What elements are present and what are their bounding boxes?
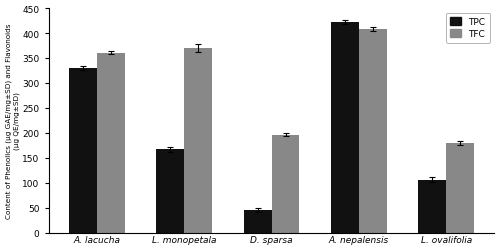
Bar <box>156 150 184 233</box>
Bar <box>97 54 125 233</box>
Legend: TPC, TFC: TPC, TFC <box>446 14 490 44</box>
Bar <box>272 135 299 233</box>
Bar <box>184 49 212 233</box>
Bar <box>69 69 97 233</box>
Y-axis label: Content of Phenolics (µg GAE/mg±SD) and Flavonoids
(µg QE/mg±SD): Content of Phenolics (µg GAE/mg±SD) and … <box>6 24 20 218</box>
Bar <box>244 210 272 233</box>
Bar <box>331 23 359 233</box>
Bar <box>359 30 387 233</box>
Bar <box>418 180 446 233</box>
Bar <box>446 143 474 233</box>
